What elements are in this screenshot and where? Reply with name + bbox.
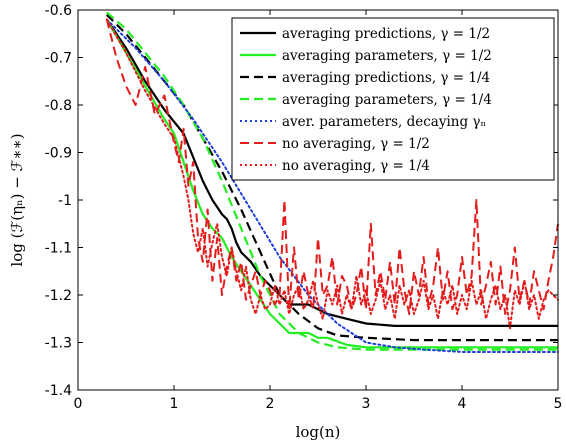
x-tick-label: 2 (266, 396, 275, 412)
y-tick-label: -1.1 (45, 241, 72, 257)
y-tick-label: -1 (58, 193, 72, 209)
legend-label-3: averaging predictions, γ = 1/4 (282, 70, 490, 86)
y-tick-label: -1.4 (45, 383, 72, 399)
x-tick-label: 1 (170, 396, 179, 412)
legend-box (231, 17, 555, 181)
legend-label-4: averaging parameters, γ = 1/4 (282, 92, 492, 108)
y-axis-title: log (ℱ(ηₙ) − ℱ∗∗) (8, 133, 26, 266)
series-line-1 (105, 18, 558, 327)
legend-label-2: averaging parameters, γ = 1/2 (282, 48, 492, 64)
y-axis: -1.4 -1.3 -1.2 -1.1 -1 -0.9 -0.8 -0.7 -0.6 (45, 3, 558, 399)
legend-label-7: no averaging, γ = 1/4 (282, 158, 430, 174)
y-tick-label: -0.9 (45, 146, 72, 162)
x-tick-label: 0 (74, 396, 83, 412)
y-tick-label: -0.7 (45, 51, 72, 67)
x-tick-label: 4 (458, 396, 467, 412)
y-tick-label: -0.6 (45, 3, 72, 19)
series-line-4 (106, 11, 558, 351)
x-tick-label: 3 (362, 396, 371, 412)
legend-label-1: averaging predictions, γ = 1/2 (282, 26, 490, 42)
legend-label-6: no averaging, γ = 1/2 (282, 136, 430, 152)
series-line-7 (105, 18, 559, 330)
x-tick-label: 5 (554, 396, 563, 412)
series-line-6 (105, 19, 559, 315)
y-tick-label: -1.2 (45, 288, 72, 304)
x-axis-title: log(n) (296, 423, 341, 441)
legend-label-5: aver. parameters, decaying γₙ (282, 114, 486, 130)
legend: averaging predictions, γ = 1/2 averaging … (231, 17, 555, 181)
y-tick-label: -1.3 (45, 336, 72, 352)
series-line-2 (105, 18, 558, 349)
series-layer (105, 11, 559, 353)
x-axis: 0 1 2 3 4 5 (74, 10, 563, 412)
y-tick-label: -0.8 (45, 98, 72, 114)
